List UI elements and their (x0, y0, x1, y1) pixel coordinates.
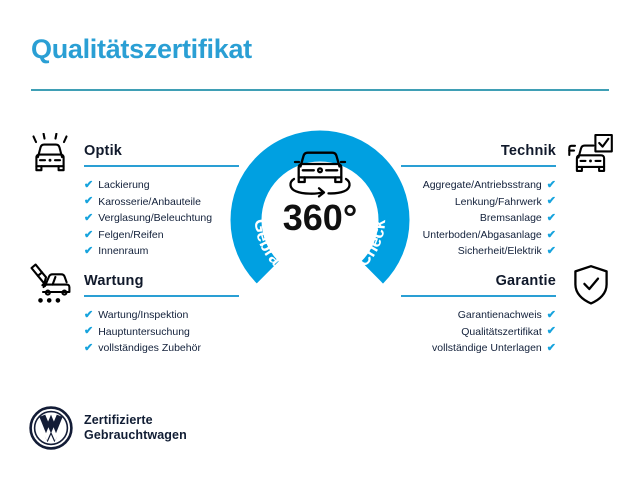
footer-brand-text: Zertifizierte Gebrauchtwagen (84, 413, 187, 444)
section-technik: Technik ✔ Aggregate/Antriebsstrang ✔ Len… (401, 143, 556, 257)
list-item: ✔ Felgen/Reifen (84, 227, 239, 244)
check-icon: ✔ (84, 211, 94, 224)
check-icon: ✔ (546, 308, 556, 321)
section-garantie-divider (401, 295, 556, 297)
footer-brand-line2: Gebrauchtwagen (84, 428, 187, 442)
check-icon: ✔ (84, 308, 94, 321)
list-item: ✔ Garantienachweis (401, 307, 556, 324)
car-checkbox-icon (568, 133, 614, 180)
section-wartung-header: Wartung (84, 273, 239, 297)
list-item-label: Felgen/Reifen (98, 228, 164, 241)
list-item-label: Verglasung/Beleuchtung (98, 212, 213, 225)
section-wartung-title: Wartung (84, 273, 144, 289)
list-item-label: Lackierung (98, 179, 150, 191)
check-icon: ✔ (84, 178, 94, 191)
list-item: ✔ Sicherheit/Elektrik (401, 243, 556, 260)
list-item-label: Qualitätszertifikat (461, 325, 542, 338)
check-icon: ✔ (546, 178, 556, 191)
section-garantie-title: Garantie (495, 273, 556, 289)
title-divider (31, 89, 609, 91)
list-item: ✔ Lenkung/Fahrwerk (401, 194, 556, 211)
footer-brand-line1: Zertifizierte (84, 412, 153, 427)
section-technik-list: ✔ Aggregate/Antriebsstrang ✔ Lenkung/Fah… (401, 177, 556, 260)
car-rotation-icon (289, 151, 351, 198)
list-item: ✔ Bremsanlage (401, 210, 556, 227)
section-technik-title: Technik (500, 143, 556, 159)
section-garantie-list: ✔ Garantienachweis ✔ Qualitätszertifikat… (401, 307, 556, 357)
section-wartung-divider (84, 295, 239, 297)
list-item-label: Garantienachweis (457, 309, 542, 321)
list-item: ✔ Karosserie/Anbauteile (84, 194, 239, 211)
check-icon: ✔ (546, 195, 556, 208)
list-item-label: vollständige Unterlagen (432, 342, 542, 355)
check-icon: ✔ (84, 195, 94, 208)
section-optik-title: Optik (84, 143, 123, 159)
car-service-pen-icon (28, 263, 72, 310)
list-item-label: Unterboden/Abgasanlage (422, 228, 542, 241)
360-check-badge: Gebrauchtwagen-Check 360° (226, 126, 414, 314)
check-icon: ✔ (546, 228, 556, 241)
badge-ring (230, 130, 410, 310)
list-item-label: Karosserie/Anbauteile (98, 195, 201, 208)
list-item-label: Lenkung/Fahrwerk (454, 195, 542, 208)
footer-brand: Zertifizierte Gebrauchtwagen (29, 406, 187, 450)
list-item-label: Wartung/Inspektion (98, 309, 189, 321)
section-wartung: Wartung ✔ Wartung/Inspektion ✔ Hauptunte… (84, 273, 239, 354)
list-item-label: Hauptuntersuchung (98, 325, 190, 338)
list-item: ✔ vollständiges Zubehör (84, 340, 239, 357)
section-technik-header: Technik (401, 143, 556, 167)
list-item-label: Innenraum (98, 245, 149, 258)
check-icon: ✔ (84, 325, 94, 338)
check-icon: ✔ (84, 245, 94, 258)
check-icon: ✔ (546, 245, 556, 258)
check-icon: ✔ (84, 341, 94, 354)
list-item: ✔ Qualitätszertifikat (401, 324, 556, 341)
list-item-label: vollständiges Zubehör (98, 342, 201, 355)
check-icon: ✔ (546, 211, 556, 224)
section-optik: Optik ✔ Lackierung ✔ Karosserie/Anbautei… (84, 143, 239, 257)
section-wartung-list: ✔ Wartung/Inspektion ✔ Hauptuntersuchung… (84, 307, 239, 357)
check-icon: ✔ (84, 228, 94, 241)
list-item: ✔ Unterboden/Abgasanlage (401, 227, 556, 244)
section-optik-list: ✔ Lackierung ✔ Karosserie/Anbauteile ✔ V… (84, 177, 239, 260)
shield-check-icon (571, 264, 611, 311)
list-item: ✔ Innenraum (84, 243, 239, 260)
page-title: Qualitätszertifikat (31, 34, 252, 64)
section-technik-divider (401, 165, 556, 167)
list-item: ✔ Verglasung/Beleuchtung (84, 210, 239, 227)
list-item: ✔ Aggregate/Antriebsstrang (401, 177, 556, 194)
list-item: ✔ vollständige Unterlagen (401, 340, 556, 357)
section-garantie: Garantie ✔ Garantienachweis ✔ Qualitätsz… (401, 273, 556, 354)
section-optik-divider (84, 165, 239, 167)
check-icon: ✔ (546, 341, 556, 354)
list-item: ✔ Lackierung (84, 177, 239, 194)
volkswagen-logo (29, 406, 73, 450)
check-icon: ✔ (546, 325, 556, 338)
list-item-label: Aggregate/Antriebsstrang (422, 179, 542, 191)
section-optik-header: Optik (84, 143, 239, 167)
list-item-label: Sicherheit/Elektrik (457, 245, 542, 258)
car-shine-icon (28, 132, 72, 180)
list-item: ✔ Hauptuntersuchung (84, 324, 239, 341)
badge-center-label: 360° (283, 197, 357, 238)
section-garantie-header: Garantie (401, 273, 556, 297)
list-item-label: Bremsanlage (479, 212, 542, 225)
list-item: ✔ Wartung/Inspektion (84, 307, 239, 324)
